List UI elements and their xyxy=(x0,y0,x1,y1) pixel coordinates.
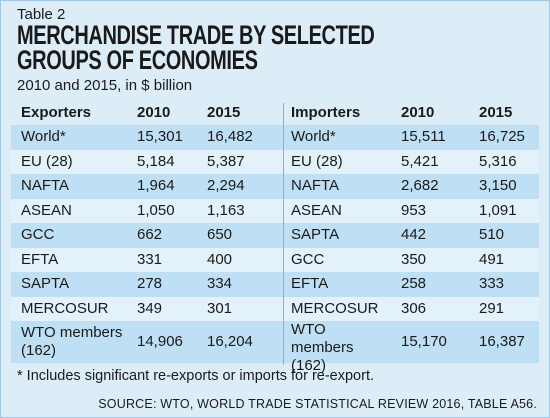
cell: ASEAN xyxy=(21,201,72,219)
cell: EFTA xyxy=(291,275,329,293)
cell: 331 xyxy=(137,250,163,268)
cell: 953 xyxy=(401,201,427,219)
header-cell: Exporters xyxy=(21,104,92,121)
cell: 5,316 xyxy=(479,152,517,170)
cell: 14,906 xyxy=(137,333,183,350)
cell: NAFTA xyxy=(21,177,70,195)
cell: 1,050 xyxy=(137,201,175,219)
cell: World* xyxy=(21,128,66,146)
cell: 662 xyxy=(137,226,163,244)
cell: 15,301 xyxy=(137,128,183,146)
cell: EU (28) xyxy=(291,152,343,170)
cell: EFTA xyxy=(21,250,59,268)
cell: SAPTA xyxy=(291,226,340,244)
body-row: ASEAN 1,050 1,163 ASEAN 953 1,091 xyxy=(11,198,539,223)
cell: 16,204 xyxy=(207,333,253,350)
header-cell: 2015 xyxy=(479,104,513,121)
cell: 1,163 xyxy=(207,201,245,219)
cell: 16,725 xyxy=(479,128,525,146)
cell: 306 xyxy=(401,299,427,317)
body-row: MERCOSUR 349 301 MERCOSUR 306 291 xyxy=(11,296,539,321)
cell: 334 xyxy=(207,275,233,293)
cell: 1,091 xyxy=(479,201,517,219)
cell: 3,150 xyxy=(479,177,517,195)
body-row: SAPTA 278 334 EFTA 258 333 xyxy=(11,272,539,297)
title: MERCHANDISE TRADE BY SELECTED GROUPS OF … xyxy=(17,20,375,75)
cell: MERCOSUR xyxy=(21,299,109,317)
header-cell: 2010 xyxy=(401,104,435,121)
cell: 301 xyxy=(207,299,233,317)
footnote: * Includes significant re-exports or imp… xyxy=(17,368,374,384)
cell: 510 xyxy=(479,226,505,244)
subtitle: 2010 and 2015, in $ billion xyxy=(17,77,193,94)
cell: 650 xyxy=(207,226,233,244)
body-row: WTO members (162) 14,906 16,204 WTO members… xyxy=(11,321,539,374)
column-divider xyxy=(283,103,284,365)
cell: 16,387 xyxy=(479,333,525,350)
source: SOURCE: WTO, WORLD TRADE STATISTICAL REV… xyxy=(98,397,537,411)
table-label: Table 2 xyxy=(17,6,66,23)
header-cell: 2015 xyxy=(207,104,241,121)
cell: 2,294 xyxy=(207,177,245,195)
cell: 2,682 xyxy=(401,177,439,195)
body-row: EU (28) 5,184 5,387 EU (28) 5,421 5,316 xyxy=(11,149,539,174)
cell: SAPTA xyxy=(21,275,70,293)
cell: 442 xyxy=(401,226,427,244)
body-row: NAFTA 1,964 2,294 NAFTA 2,682 3,150 xyxy=(11,174,539,199)
cell: GCC xyxy=(21,226,55,244)
cell: 333 xyxy=(479,275,505,293)
cell: 1,964 xyxy=(137,177,175,195)
cell: WTO members (162) xyxy=(21,324,123,359)
body-row: World* 15,301 16,482 World* 15,511 16,725 xyxy=(11,125,539,150)
cell: ASEAN xyxy=(291,201,342,219)
cell: 5,421 xyxy=(401,152,439,170)
cell: EU (28) xyxy=(21,152,73,170)
header-cell: Importers xyxy=(291,104,361,121)
body-row: GCC 662 650 SAPTA 442 510 xyxy=(11,223,539,248)
header-cell: 2010 xyxy=(137,104,171,121)
cell: MERCOSUR xyxy=(291,299,379,317)
body-row: EFTA 331 400 GCC 350 491 xyxy=(11,247,539,272)
cell: NAFTA xyxy=(291,177,340,195)
cell: 258 xyxy=(401,275,427,293)
cell: 400 xyxy=(207,250,233,268)
cell: GCC xyxy=(291,250,325,268)
cell: World* xyxy=(291,128,336,146)
cell: 16,482 xyxy=(207,128,253,146)
cell: 5,387 xyxy=(207,152,245,170)
cell: 349 xyxy=(137,299,163,317)
cell: 15,511 xyxy=(401,128,446,146)
cell: 5,184 xyxy=(137,152,175,170)
header-row: Exporters 2010 2015 Importers 2010 2015 xyxy=(11,101,539,125)
cell: 278 xyxy=(137,275,163,293)
cell: 350 xyxy=(401,250,427,268)
cell: WTO members (162) xyxy=(291,321,354,374)
cell: 291 xyxy=(479,299,505,317)
cell: 491 xyxy=(479,250,505,268)
cell: 15,170 xyxy=(401,333,447,350)
